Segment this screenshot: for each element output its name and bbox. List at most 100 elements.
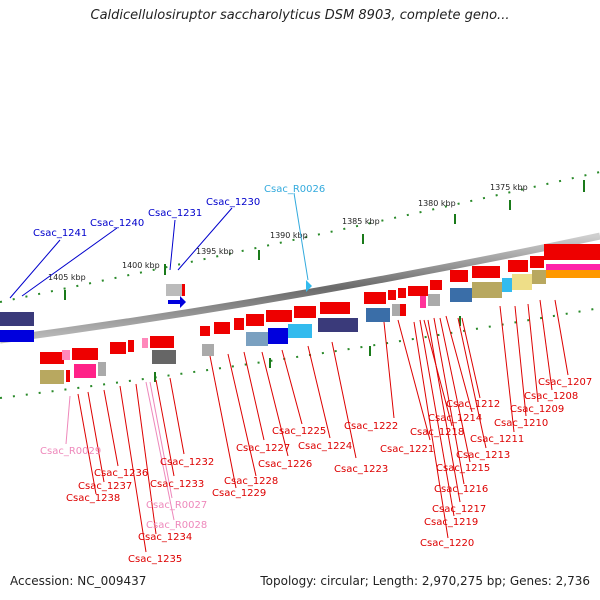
gene-block[interactable]: [200, 326, 210, 336]
gene-label-csac-1232[interactable]: Csac_1232: [160, 457, 214, 468]
gene-block[interactable]: [182, 284, 185, 296]
gene-label-csac-1237[interactable]: Csac_1237: [78, 481, 132, 492]
gene-label-csac-1217[interactable]: Csac_1217: [432, 504, 486, 515]
gene-arrow[interactable]: [168, 296, 186, 308]
gene-block[interactable]: [544, 244, 600, 260]
gene-block[interactable]: [532, 270, 546, 284]
gene-block[interactable]: [268, 328, 288, 344]
gene-block[interactable]: [246, 314, 264, 326]
gene-label-csac-1223[interactable]: Csac_1223: [334, 464, 388, 475]
rna-bottom-leader-lines: [65, 381, 175, 521]
gene-block[interactable]: [450, 288, 472, 302]
gene-block[interactable]: [72, 348, 98, 360]
gene-label-csac-r0027[interactable]: Csac_R0027: [146, 500, 207, 511]
gene-block[interactable]: [202, 344, 214, 356]
gene-label-csac-1212[interactable]: Csac_1212: [446, 399, 500, 410]
gene-block[interactable]: [214, 322, 230, 334]
gene-block[interactable]: [472, 266, 500, 278]
rna-leader-line: [293, 192, 309, 281]
gene-block[interactable]: [142, 338, 148, 348]
gene-label-csac-1208[interactable]: Csac_1208: [524, 391, 578, 402]
gene-label-csac-1236[interactable]: Csac_1236: [94, 468, 148, 479]
gene-block[interactable]: [508, 260, 528, 272]
gene-block[interactable]: [430, 280, 442, 290]
gene-block[interactable]: [0, 330, 34, 342]
gene-label-csac-1219[interactable]: Csac_1219: [424, 517, 478, 528]
gene-label-csac-1222[interactable]: Csac_1222: [344, 421, 398, 432]
gene-label-csac-1215[interactable]: Csac_1215: [436, 463, 490, 474]
gene-block[interactable]: [152, 350, 176, 364]
gene-block[interactable]: [294, 306, 316, 318]
gene-block[interactable]: [166, 284, 184, 296]
gene-block[interactable]: [428, 294, 440, 306]
gene-block[interactable]: [318, 318, 358, 332]
trna-arrow[interactable]: [306, 280, 312, 292]
gene-block[interactable]: [398, 288, 406, 298]
gene-label-csac-1211[interactable]: Csac_1211: [470, 434, 524, 445]
gene-label-csac-r0028[interactable]: Csac_R0028: [146, 520, 207, 531]
gene-label-csac-1210[interactable]: Csac_1210: [494, 418, 548, 429]
gene-block[interactable]: [110, 342, 126, 354]
gene-block[interactable]: [450, 270, 468, 282]
gene-label-csac-1230[interactable]: Csac_1230: [206, 197, 260, 208]
gene-label-csac-1229[interactable]: Csac_1229: [212, 488, 266, 499]
gene-label-csac-1238[interactable]: Csac_1238: [66, 493, 120, 504]
scale-label-1405: 1405 kbp: [48, 273, 86, 282]
gene-label-csac-1228[interactable]: Csac_1228: [224, 476, 278, 487]
gene-label-csac-1233[interactable]: Csac_1233: [150, 479, 204, 490]
gene-label-csac-1209[interactable]: Csac_1209: [510, 404, 564, 415]
gene-block[interactable]: [0, 312, 34, 326]
gene-block[interactable]: [98, 362, 106, 376]
gene-block[interactable]: [364, 292, 386, 304]
gene-label-csac-1224[interactable]: Csac_1224: [298, 441, 352, 452]
gene-label-csac-1214[interactable]: Csac_1214: [428, 413, 482, 424]
gene-block[interactable]: [150, 336, 174, 348]
top-leader-lines: [9, 207, 233, 299]
gene-block[interactable]: [546, 270, 600, 278]
gene-block[interactable]: [530, 256, 544, 268]
gene-label-csac-r0029[interactable]: Csac_R0029: [40, 446, 101, 457]
inner-major-ticks: [154, 316, 461, 382]
gene-block[interactable]: [320, 302, 350, 314]
gene-block[interactable]: [388, 290, 396, 300]
scale-label-1375: 1375 kbp: [490, 183, 528, 192]
gene-block[interactable]: [366, 308, 390, 322]
gene-block[interactable]: [288, 324, 312, 338]
gene-block[interactable]: [408, 286, 428, 296]
gene-label-csac-1240[interactable]: Csac_1240: [90, 218, 144, 229]
gene-block[interactable]: [40, 370, 64, 384]
gene-block[interactable]: [234, 318, 244, 330]
gene-block[interactable]: [512, 274, 532, 290]
gene-block[interactable]: [420, 296, 426, 308]
gene-block[interactable]: [266, 310, 292, 322]
gene-label-csac-1235[interactable]: Csac_1235: [128, 554, 182, 565]
gene-block[interactable]: [128, 340, 134, 352]
gene-label-csac-1220[interactable]: Csac_1220: [420, 538, 474, 549]
gene-label-csac-1221[interactable]: Csac_1221: [380, 444, 434, 455]
gene-block[interactable]: [66, 370, 70, 382]
gene-label-csac-1216[interactable]: Csac_1216: [434, 484, 488, 495]
gene-block[interactable]: [246, 332, 268, 346]
gene-label-csac-1207[interactable]: Csac_1207: [538, 377, 592, 388]
gene-label-csac-1241[interactable]: Csac_1241: [33, 228, 87, 239]
gene-block[interactable]: [74, 364, 96, 378]
gene-label-csac-1218[interactable]: Csac_1218: [410, 427, 464, 438]
gene-block[interactable]: [546, 264, 600, 270]
gene-block[interactable]: [392, 304, 400, 316]
gene-block[interactable]: [472, 282, 502, 298]
gene-block[interactable]: [502, 278, 512, 292]
genome-summary: Topology: circular; Length: 2,970,275 bp…: [260, 574, 590, 588]
gene-label-csac-1213[interactable]: Csac_1213: [456, 450, 510, 461]
gene-block[interactable]: [40, 352, 64, 364]
gene-label-csac-1227[interactable]: Csac_1227: [236, 443, 290, 454]
gene-label-csac-1231[interactable]: Csac_1231: [148, 208, 202, 219]
gene-label-csac-1225[interactable]: Csac_1225: [272, 426, 326, 437]
forward-strand-features: [0, 244, 600, 342]
gene-block[interactable]: [62, 350, 70, 360]
bottom-leader-lines: [77, 299, 569, 553]
gene-label-csac-1226[interactable]: Csac_1226: [258, 459, 312, 470]
gene-block[interactable]: [400, 304, 406, 316]
gene-label-csac-1234[interactable]: Csac_1234: [138, 532, 192, 543]
gene-label-csac-r0026[interactable]: Csac_R0026: [264, 184, 325, 195]
